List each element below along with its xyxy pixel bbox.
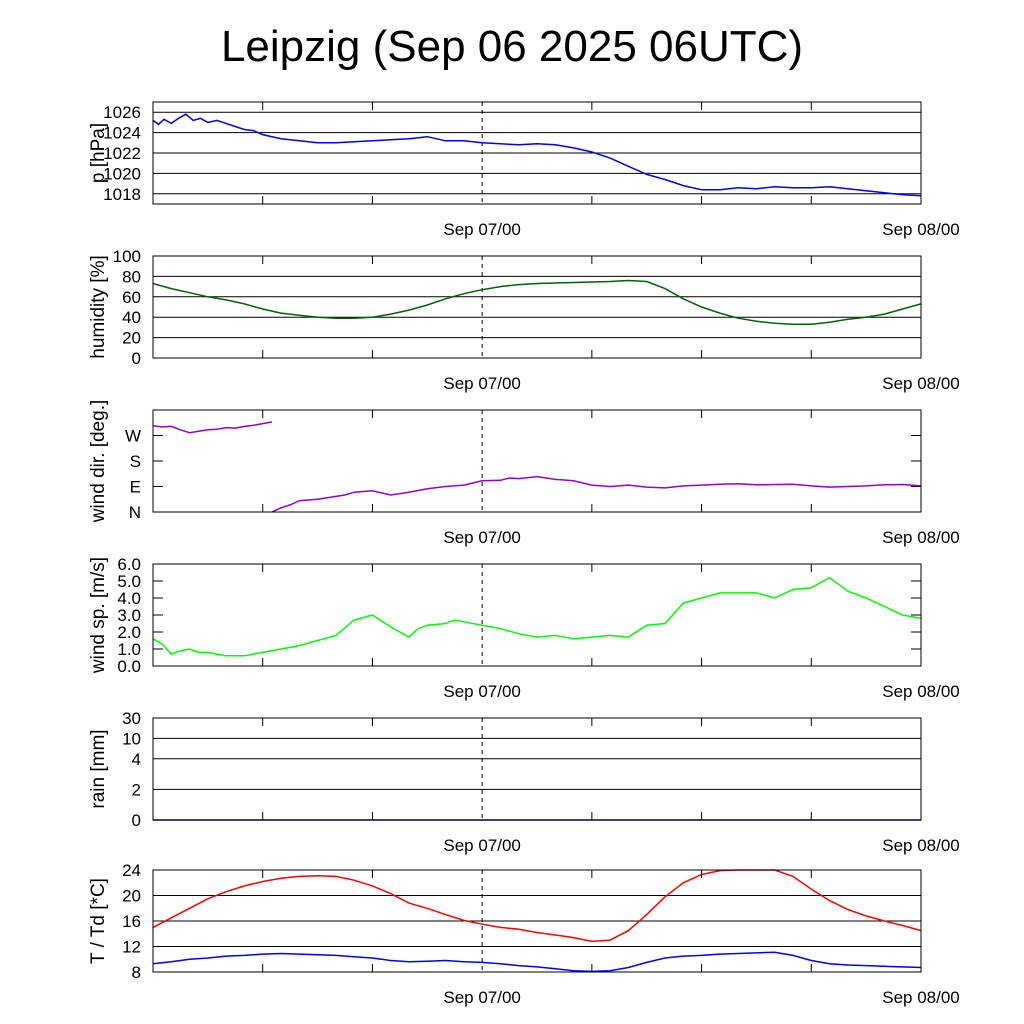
y-axis-label: wind dir. [deg.]	[88, 400, 109, 524]
y-tick-label: E	[130, 478, 141, 497]
panel-frame	[152, 255, 922, 359]
y-tick-label: 2.0	[117, 623, 141, 642]
series-line-1	[271, 475, 922, 513]
y-axis-label: p [hPa]	[88, 123, 109, 183]
panel-3: 0.01.02.03.04.05.06.0 wind sp. [m/s] Sep 0…	[88, 555, 960, 701]
y-axis-label: wind sp. [m/s]	[88, 557, 109, 674]
y-tick-label: 1.0	[117, 640, 141, 659]
panel-5: 8 12 16 20 24 T / Td [*C] Sep 07/00 Sep 08/00	[88, 861, 960, 1007]
x-tick-label: Sep 08/00	[882, 682, 960, 701]
y-axis-label: humidity [%]	[88, 255, 109, 358]
series-line-1	[152, 951, 922, 973]
series-line-0	[152, 421, 273, 434]
y-tick-label: 24	[122, 861, 141, 880]
y-tick-label: 0	[132, 811, 141, 830]
y-tick-label: N	[129, 503, 141, 522]
y-tick-label: 3.0	[117, 606, 141, 625]
series-line-0	[152, 113, 922, 197]
x-tick-label: Sep 08/00	[882, 528, 960, 547]
y-tick-label: 1022	[103, 144, 141, 163]
y-tick-label: 16	[122, 912, 141, 931]
panel-frame	[152, 563, 922, 667]
panel-frame	[152, 717, 922, 821]
x-tick-label: Sep 07/00	[443, 528, 521, 547]
y-tick-label: 30	[122, 709, 141, 728]
y-tick-label: 1020	[103, 164, 141, 183]
y-tick-label: 12	[122, 938, 141, 957]
x-tick-label: Sep 08/00	[882, 374, 960, 393]
panel-frame	[152, 101, 922, 205]
x-tick-label: Sep 07/00	[443, 682, 521, 701]
y-tick-label: 10	[122, 729, 141, 748]
y-tick-label: 80	[122, 267, 141, 286]
y-tick-label: 60	[122, 288, 141, 307]
y-tick-label: 4	[132, 750, 141, 769]
series-line-0	[152, 576, 922, 657]
series-line-0	[152, 869, 922, 943]
panel-frame	[152, 409, 922, 513]
y-tick-label: 20	[122, 887, 141, 906]
y-tick-label: 1024	[103, 124, 141, 143]
x-tick-label: Sep 08/00	[882, 836, 960, 855]
x-tick-label: Sep 07/00	[443, 988, 521, 1007]
x-tick-label: Sep 07/00	[443, 836, 521, 855]
x-tick-label: Sep 07/00	[443, 220, 521, 239]
series-line-0	[152, 279, 922, 326]
y-tick-label: 6.0	[117, 555, 141, 574]
y-tick-label: 1026	[103, 103, 141, 122]
x-tick-label: Sep 07/00	[443, 374, 521, 393]
y-tick-label: W	[125, 427, 141, 446]
y-tick-label: 2	[132, 780, 141, 799]
chart-title: Leipzig (Sep 06 2025 06UTC)	[220, 22, 804, 71]
y-tick-label: 20	[122, 329, 141, 348]
y-axis-label: T / Td [*C]	[88, 878, 109, 964]
x-tick-label: Sep 08/00	[882, 220, 960, 239]
y-tick-label: 5.0	[117, 572, 141, 591]
y-tick-label: 4.0	[117, 589, 141, 608]
y-axis-label: rain [mm]	[88, 729, 109, 808]
y-tick-label: 1018	[103, 185, 141, 204]
y-tick-label: S	[130, 452, 141, 471]
x-tick-label: Sep 08/00	[882, 988, 960, 1007]
panel-frame	[152, 869, 922, 973]
y-tick-label: 0	[132, 349, 141, 368]
y-tick-label: 100	[113, 247, 141, 266]
y-tick-label: 8	[132, 963, 141, 982]
y-tick-label: 0.0	[117, 657, 141, 676]
y-tick-label: 40	[122, 308, 141, 327]
